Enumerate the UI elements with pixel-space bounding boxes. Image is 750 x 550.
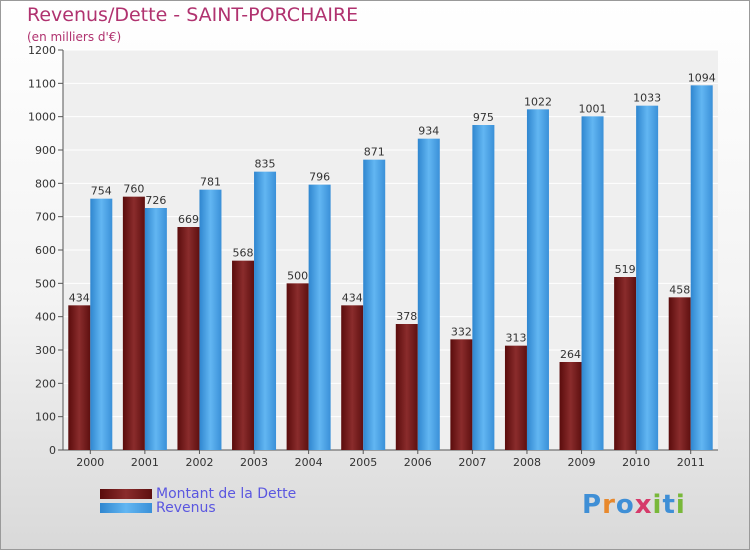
bar-dette — [559, 362, 582, 450]
data-label: 835 — [255, 158, 276, 171]
data-label: 796 — [309, 171, 330, 184]
bar-dette — [68, 305, 91, 450]
logo-letter: i — [675, 490, 686, 520]
y-tick-label: 1200 — [28, 44, 56, 57]
y-tick-label: 800 — [35, 177, 56, 190]
data-label: 871 — [364, 146, 385, 159]
legend-label-revenus: Revenus — [156, 500, 216, 516]
logo-letter: P — [582, 490, 603, 520]
bar-dette — [668, 297, 691, 450]
data-label: 754 — [91, 185, 112, 198]
data-label: 726 — [145, 194, 166, 207]
data-label: 378 — [396, 310, 417, 323]
logo-letter: t — [662, 490, 676, 520]
y-tick-label: 500 — [35, 277, 56, 290]
data-label: 760 — [123, 183, 144, 196]
bar-dette — [614, 277, 637, 450]
bar-revenus — [526, 109, 549, 450]
bar-dette — [177, 227, 200, 450]
bar-dette — [450, 339, 473, 450]
logo-letter: x — [634, 490, 653, 520]
y-tick-label: 900 — [35, 144, 56, 157]
bar-revenus — [472, 125, 495, 450]
bar-revenus — [363, 159, 386, 450]
y-tick-label: 200 — [35, 377, 56, 390]
data-label: 332 — [451, 325, 472, 338]
bar-revenus — [417, 138, 440, 450]
data-label: 1022 — [524, 95, 552, 108]
x-tick-label: 2000 — [76, 456, 104, 469]
bar-revenus — [144, 208, 167, 450]
chart-title: Revenus/Dette - SAINT-PORCHAIRE — [27, 4, 359, 26]
y-tick-label: 600 — [35, 244, 56, 257]
legend-label-dette: Montant de la Dette — [156, 486, 297, 502]
data-label: 434 — [342, 291, 363, 304]
data-label: 568 — [233, 247, 254, 260]
bar-dette — [232, 260, 255, 450]
x-tick-label: 2010 — [622, 456, 650, 469]
data-label: 1094 — [688, 71, 716, 84]
data-label: 975 — [473, 111, 494, 124]
bar-revenus — [581, 116, 604, 450]
bar-revenus — [690, 85, 713, 450]
data-label: 934 — [418, 125, 439, 138]
x-tick-label: 2007 — [458, 456, 486, 469]
y-tick-label: 700 — [35, 211, 56, 224]
x-tick-label: 2006 — [404, 456, 432, 469]
data-label: 1033 — [633, 92, 661, 105]
bar-revenus — [254, 171, 277, 450]
legend-swatch-dette — [100, 489, 152, 499]
y-tick-label: 0 — [49, 444, 56, 457]
data-label: 519 — [615, 263, 636, 276]
legend-swatch-revenus — [100, 503, 152, 513]
chart-subtitle: (en milliers d'€) — [27, 30, 122, 44]
y-tick-label: 1000 — [28, 111, 56, 124]
data-label: 458 — [669, 283, 690, 296]
bar-dette — [341, 305, 364, 450]
data-label: 434 — [69, 291, 90, 304]
bar-dette — [395, 324, 418, 450]
data-label: 500 — [287, 269, 308, 282]
x-tick-label: 2008 — [513, 456, 541, 469]
x-tick-label: 2005 — [349, 456, 377, 469]
data-label: 313 — [505, 332, 526, 345]
x-tick-label: 2009 — [568, 456, 596, 469]
bar-dette — [504, 345, 527, 450]
logo-letter: r — [602, 490, 616, 520]
bar-revenus — [636, 105, 659, 451]
data-label: 669 — [178, 213, 199, 226]
logo-letter: o — [615, 490, 635, 520]
bar-revenus — [308, 184, 331, 450]
y-tick-label: 100 — [35, 411, 56, 424]
bar-dette — [122, 196, 145, 450]
data-label: 264 — [560, 348, 581, 361]
y-tick-label: 400 — [35, 311, 56, 324]
x-tick-label: 2011 — [677, 456, 705, 469]
x-tick-label: 2001 — [131, 456, 159, 469]
proxiti-logo: Proxiti — [582, 490, 686, 520]
x-tick-label: 2002 — [185, 456, 213, 469]
bar-dette — [286, 283, 309, 450]
x-tick-label: 2004 — [295, 456, 323, 469]
x-tick-label: 2003 — [240, 456, 268, 469]
logo-letter: i — [652, 490, 663, 520]
y-tick-label: 300 — [35, 344, 56, 357]
data-label: 1001 — [579, 102, 607, 115]
bar-revenus — [199, 189, 222, 450]
y-tick-label: 1100 — [28, 77, 56, 90]
bar-revenus — [90, 198, 113, 450]
data-label: 781 — [200, 176, 221, 189]
